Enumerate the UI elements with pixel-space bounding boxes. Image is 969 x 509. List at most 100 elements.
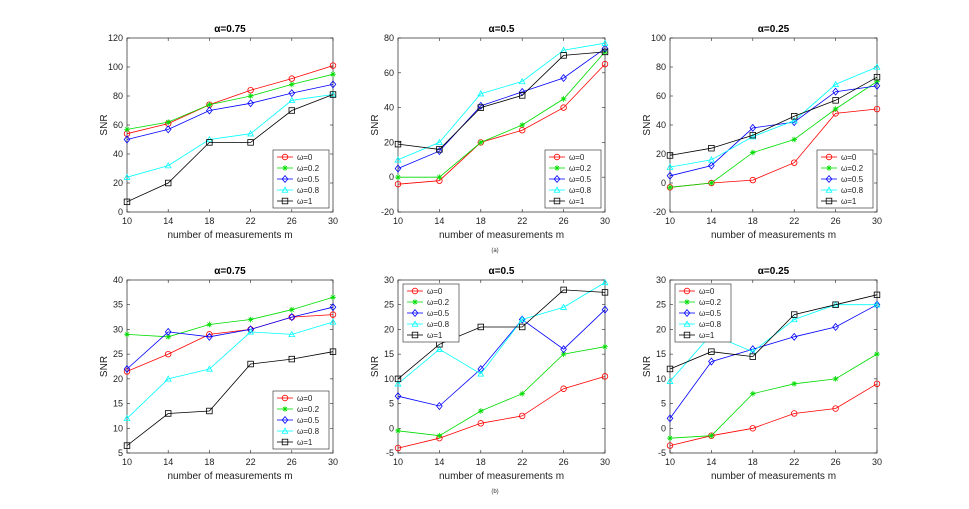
data-point (206, 101, 213, 108)
series-line (126, 94, 334, 203)
y-tick-label: 20 (113, 178, 123, 188)
data-point (791, 311, 798, 318)
y-tick-label: 80 (113, 91, 123, 101)
series-3 (666, 81, 881, 180)
y-axis-label: SNR (99, 356, 110, 377)
y-tick-label: -20 (653, 207, 666, 217)
data-point (602, 343, 608, 350)
legend-item: ω=0.5 (821, 174, 864, 184)
legend-value: =1 (575, 197, 585, 206)
series-2 (667, 78, 880, 191)
chart-panel-5: α=0.5 10 14 18 22 26 30 -5 0 5 10 15 20 25 30 number of… (370, 266, 610, 482)
y-tick-label: 20 (656, 324, 666, 334)
legend-omega-symbol: ω (569, 153, 575, 162)
x-tick-label: 26 (559, 457, 569, 467)
legend-label: ω=0.2 (297, 164, 320, 173)
legend-marker (553, 153, 561, 161)
data-point (749, 345, 757, 354)
y-tick-label: 25 (384, 300, 394, 310)
data-point (708, 161, 715, 170)
x-tick-label: 18 (204, 457, 214, 467)
data-point (123, 364, 131, 374)
y-tick-label: -5 (386, 448, 394, 458)
legend-value: =0.2 (303, 164, 319, 173)
data-point (791, 381, 797, 387)
data-point (749, 131, 756, 139)
data-point (247, 130, 255, 137)
legend-marker (281, 438, 289, 446)
data-point (164, 327, 172, 336)
data-point (164, 410, 172, 417)
series-4 (394, 278, 609, 387)
legend-item: ω=0.8 (407, 320, 450, 329)
data-point (666, 365, 674, 373)
legend-label: ω=0 (297, 153, 313, 162)
legend-marker (553, 174, 561, 184)
series-line (397, 63, 606, 185)
legend-omega-symbol: ω (297, 416, 303, 425)
series-line (126, 314, 334, 372)
legend-label: ω=0.2 (841, 164, 864, 173)
legend-item: ω=0.5 (679, 308, 722, 318)
legend-marker (281, 186, 289, 193)
legend-omega-symbol: ω (699, 309, 705, 318)
data-point (749, 176, 756, 184)
data-point (601, 60, 609, 68)
legend-item: ω=0.8 (679, 320, 722, 329)
x-tick-label: 26 (831, 457, 841, 467)
legend-value: =1 (847, 197, 857, 206)
data-point (330, 71, 336, 78)
legend-item: ω=0.2 (277, 164, 320, 173)
data-point (206, 106, 213, 115)
legend-omega-symbol: ω (297, 438, 303, 447)
data-point (873, 105, 881, 113)
data-point (247, 360, 254, 368)
data-point (791, 410, 798, 417)
data-point (329, 91, 337, 98)
legend-marker (412, 299, 418, 305)
data-point (164, 161, 172, 169)
legend-marker (282, 165, 288, 171)
data-point (288, 107, 295, 114)
legend-omega-symbol: ω (297, 405, 303, 414)
legend-marker (411, 320, 419, 327)
series-line (397, 309, 606, 407)
x-axis-label: number of measurements m (711, 471, 836, 482)
x-tick-label: 22 (789, 457, 799, 467)
legend-marker (281, 394, 289, 402)
data-point (289, 81, 295, 88)
legend-marker (554, 165, 560, 171)
series-line (669, 85, 878, 177)
x-tick-label: 26 (287, 457, 297, 467)
data-point (394, 140, 402, 148)
x-tick-label: 18 (204, 216, 214, 226)
legend-item: ω=0.2 (407, 298, 450, 307)
legend-omega-symbol: ω (841, 153, 847, 162)
chart-panel-1: α=0.75 10 14 18 22 26 30 0 20 40 60 80 100 120 number … (99, 24, 338, 241)
legend-value: =0.5 (705, 309, 721, 318)
legend-omega-symbol: ω (841, 175, 847, 184)
x-tick-label: 22 (246, 216, 256, 226)
series-2 (124, 71, 336, 133)
legend-marker (411, 331, 419, 339)
legend-item: ω=0.5 (549, 174, 592, 184)
data-point (477, 370, 485, 377)
legend-marker (281, 415, 289, 425)
data-point (667, 184, 673, 191)
legend-value: =0 (575, 153, 585, 162)
legend-marker (683, 287, 691, 295)
legend-omega-symbol: ω (427, 298, 433, 307)
data-point (873, 380, 881, 387)
legend-label: ω=0 (427, 287, 443, 296)
data-point (123, 198, 131, 206)
series-1 (394, 373, 609, 452)
legend-omega-symbol: ω (297, 186, 303, 195)
data-point (791, 159, 798, 166)
legend-item: ω=0.8 (549, 186, 592, 195)
data-point (395, 174, 401, 180)
legend-value: =0 (705, 287, 715, 296)
data-point (749, 425, 756, 432)
legend-marker (825, 197, 833, 205)
row-caption-a: (a) (491, 248, 498, 254)
y-tick-label: 0 (118, 207, 123, 217)
